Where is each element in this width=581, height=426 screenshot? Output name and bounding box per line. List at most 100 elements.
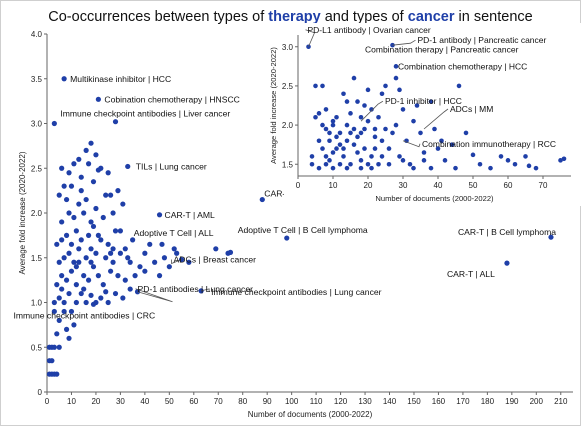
main-annotation-leader <box>201 288 210 292</box>
inset-data-point <box>320 146 325 151</box>
main-annotation-label: ADCs | Breast cancer <box>174 255 257 265</box>
main-data-point <box>127 286 133 292</box>
main-data-point <box>54 331 60 337</box>
main-x-tick-label: 110 <box>310 397 323 406</box>
inset-annotation-label: Combination chemotherapy | HCC <box>398 61 527 71</box>
main-data-point <box>76 246 82 252</box>
main-annotation-label: Immune checkpoint antibodies | CRC <box>13 310 155 320</box>
inset-data-point <box>386 146 392 151</box>
inset-x-axis-label: Number of documents (2000-2022) <box>375 194 494 203</box>
main-data-point <box>88 219 94 225</box>
main-data-point <box>174 250 180 256</box>
inset-data-point <box>526 163 532 169</box>
main-y-tick-label: 0 <box>38 388 43 397</box>
inset-data-point <box>330 118 336 124</box>
title-therapy-highlight: therapy <box>268 9 321 25</box>
main-data-point <box>105 170 111 176</box>
main-data-point <box>56 259 62 265</box>
main-data-point <box>132 273 138 279</box>
inset-data-point <box>320 122 325 128</box>
inset-data-point <box>327 158 332 163</box>
inset-data-point <box>411 118 416 124</box>
inset-data-point <box>421 158 427 163</box>
main-data-point <box>71 259 77 265</box>
inset-data-point <box>316 165 322 171</box>
inset-data-point <box>320 83 325 89</box>
main-y-tick-label: 4.0 <box>31 30 43 39</box>
inset-data-point <box>330 165 336 171</box>
main-data-point <box>548 234 554 240</box>
main-data-point <box>71 161 77 167</box>
main-data-point <box>122 277 128 283</box>
inset-data-point <box>428 165 434 171</box>
inset-data-point <box>344 138 350 144</box>
inset-data-point <box>355 134 360 140</box>
main-data-point <box>110 246 116 252</box>
main-y-tick-label: 3.5 <box>31 75 43 84</box>
inset-data-point <box>400 158 406 163</box>
main-data-point <box>56 295 62 301</box>
main-data-point <box>73 264 79 270</box>
inset-data-point <box>383 126 388 132</box>
main-data-point <box>66 335 72 341</box>
inset-data-point <box>400 107 406 112</box>
main-data-point <box>213 246 219 252</box>
title-cancer-highlight: cancer <box>407 9 455 25</box>
main-x-tick-label: 190 <box>505 397 519 406</box>
inset-data-point <box>330 122 336 128</box>
inset-annotation-label: ADCs | MM <box>450 104 493 114</box>
main-data-point <box>56 344 62 350</box>
main-data-point <box>227 249 234 255</box>
main-data-point <box>85 232 92 238</box>
main-data-point <box>59 237 65 243</box>
inset-data-point <box>365 161 371 167</box>
main-data-point <box>83 255 89 261</box>
inset-x-tick-label: 70 <box>539 181 548 190</box>
main-data-point <box>59 165 65 171</box>
main-data-point <box>125 163 131 170</box>
main-x-tick-label: 180 <box>481 397 495 406</box>
inset-data-point <box>341 91 346 97</box>
inset-data-point <box>330 150 336 155</box>
main-data-point <box>127 259 133 265</box>
main-data-point <box>68 183 75 189</box>
inset-x-tick-label: 50 <box>469 181 478 190</box>
inset-data-point <box>334 114 339 120</box>
main-annotation-label: CAR-T | ALL <box>447 269 495 279</box>
main-data-point <box>112 119 119 125</box>
main-data-point <box>76 201 82 207</box>
main-data-point <box>83 196 89 203</box>
inset-y-tick-label: 2.0 <box>282 121 294 130</box>
inset-data-point <box>393 122 399 128</box>
inset-data-point <box>327 138 332 144</box>
inset-data-point <box>309 154 315 159</box>
main-data-point <box>76 259 82 265</box>
main-data-point <box>71 214 77 221</box>
main-x-tick-label: 0 <box>45 397 50 406</box>
main-data-point <box>59 219 65 225</box>
inset-data-point <box>432 126 437 132</box>
main-data-point <box>110 259 116 265</box>
main-x-tick-label: 140 <box>383 397 397 406</box>
inset-annotation-leader <box>423 108 449 130</box>
inset-annotation-leader <box>402 140 421 148</box>
main-data-point <box>73 282 79 288</box>
main-data-point <box>284 235 290 241</box>
main-data-point <box>259 196 265 203</box>
main-data-point <box>76 156 82 162</box>
inset-data-point <box>439 138 444 144</box>
inset-x-tick-label: 20 <box>364 181 373 190</box>
main-x-tick-label: 60 <box>189 397 198 406</box>
inset-data-point <box>334 146 339 151</box>
main-x-tick-label: 120 <box>334 397 348 406</box>
inset-data-point <box>351 75 357 81</box>
main-x-tick-label: 90 <box>263 397 272 406</box>
figure-title: Co-occurrences between types of therapy … <box>48 9 533 25</box>
main-data-point <box>56 317 62 323</box>
inset-data-point <box>337 161 343 167</box>
main-data-point <box>78 237 84 243</box>
inset-data-point <box>393 64 399 69</box>
main-data-point <box>68 308 75 315</box>
inset-data-point <box>355 99 360 104</box>
inset-data-point <box>341 146 346 151</box>
